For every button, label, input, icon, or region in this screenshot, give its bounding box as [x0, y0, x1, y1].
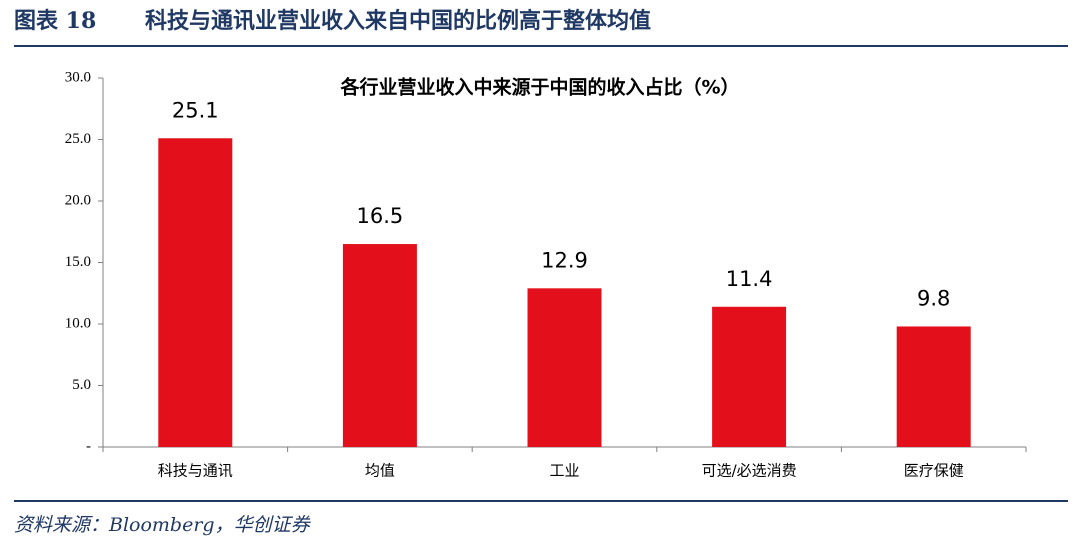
source-note: 资料来源：Bloomberg，华创证券 [14, 514, 312, 536]
bar [527, 288, 602, 447]
y-tick-label: 30.0 [65, 69, 91, 85]
x-tick-label: 可选/必选消费 [702, 462, 797, 480]
data-label: 25.1 [172, 98, 219, 122]
data-label: 11.4 [726, 267, 773, 291]
bar [896, 326, 971, 447]
figure-title: 科技与通讯业营业收入来自中国的比例高于整体均值 [145, 8, 651, 34]
data-label: 9.8 [917, 286, 950, 310]
y-tick-label: 10.0 [65, 315, 91, 331]
y-tick-label: 15.0 [65, 254, 91, 270]
y-tick-label: 20.0 [65, 192, 91, 208]
x-tick-label: 科技与通讯 [158, 462, 233, 480]
y-tick-label: 5.0 [72, 377, 91, 393]
x-tick-label: 医疗保健 [904, 462, 964, 480]
x-tick-label: 均值 [365, 462, 395, 480]
data-label: 12.9 [541, 248, 588, 272]
figure-label: 图表 18 [14, 8, 96, 34]
chart-title: 各行业营业收入中来源于中国的收入占比（%） [339, 76, 739, 99]
bar [712, 306, 787, 447]
bar [342, 244, 417, 447]
bar [158, 138, 233, 447]
y-tick-label: 25.0 [65, 131, 91, 147]
data-label: 16.5 [357, 204, 404, 228]
x-tick-label: 工业 [549, 462, 579, 480]
y-tick-label: - [86, 438, 91, 454]
